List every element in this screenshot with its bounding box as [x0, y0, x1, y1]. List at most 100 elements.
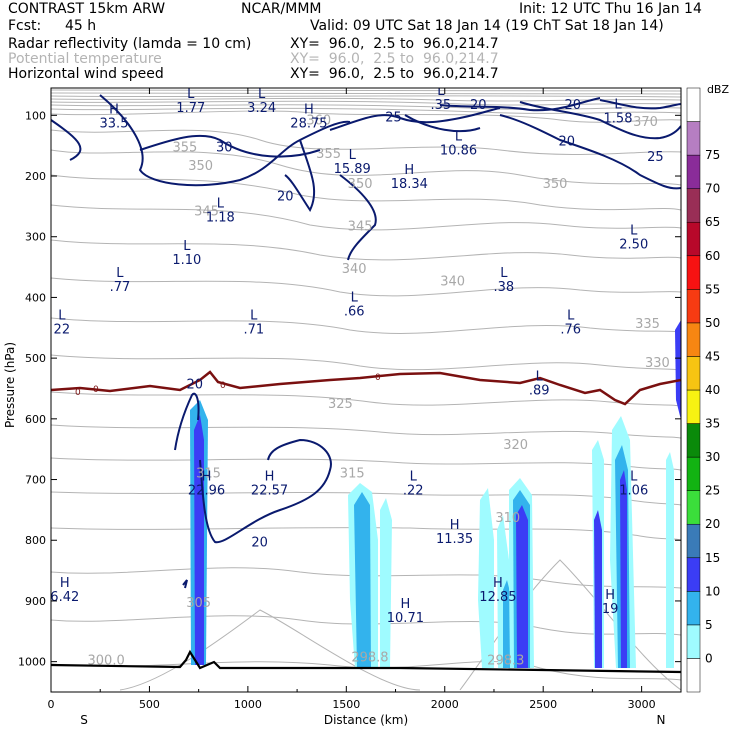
y-tick-label: 400 [25, 291, 46, 304]
x-tick-label: 2000 [431, 698, 459, 711]
extremum-marker: H [605, 588, 615, 603]
theta-contour-label: 310 [495, 511, 520, 526]
extremum-value: 6.42 [50, 590, 79, 605]
colorbar-level-label: 5 [705, 618, 713, 632]
upper-theta-lines [51, 89, 681, 691]
extremum-value: 2.50 [619, 238, 648, 253]
freezing-level-label: 0 [220, 381, 226, 391]
y-tick-label: 100 [25, 109, 46, 122]
organization-label: NCAR/MMM [241, 1, 322, 17]
x-tick-label: 3000 [628, 698, 656, 711]
x-tick-label: 500 [139, 698, 160, 711]
extremum-value: 10.86 [440, 144, 477, 159]
field-name-wind-speed: Horizontal wind speed [8, 66, 164, 82]
extremum-marker: L [614, 97, 622, 112]
extremum-value: 3.24 [247, 101, 276, 116]
extremum-value: 22.57 [251, 484, 288, 499]
field-xy-reflectivity: XY= 96.0, 2.5 to 96.0,214.7 [290, 36, 499, 52]
x-tick-label: 1500 [332, 698, 360, 711]
colorbar-level-label: 25 [705, 484, 720, 498]
y-tick-label: 800 [25, 534, 46, 547]
axis-layer: 0 500 1000 1500 2000 2500 30001002003004005006… [18, 88, 681, 711]
theta-contour-label: 355 [172, 141, 197, 156]
extremum-marker: L [183, 239, 191, 254]
extremum-marker: L [500, 266, 508, 281]
colorbar-swatch [686, 423, 701, 458]
extremum-value: 1.18 [206, 210, 235, 225]
extremum-marker: L [116, 266, 124, 281]
extremum-value: 1.58 [604, 111, 633, 126]
y-axis-title: Pressure (hPa) [3, 342, 17, 428]
plot-title: CONTRAST 15km ARW [8, 1, 166, 17]
y-tick-label: 700 [25, 474, 46, 487]
colorbar-level-label: 60 [705, 249, 720, 263]
extremum-value: 18.34 [391, 177, 428, 192]
freezing-level-line [51, 370, 681, 406]
theta-contour-label: 350 [543, 177, 568, 192]
colorbar-swatch [686, 456, 701, 491]
field-name-reflectivity: Radar reflectivity (lamda = 10 cm) [8, 36, 252, 52]
extremum-marker: L [410, 470, 418, 485]
colorbar-swatch [686, 658, 701, 693]
extremum-marker: H [60, 576, 70, 591]
extremum-marker: L [250, 309, 258, 324]
colorbar-level-label: 75 [705, 148, 720, 162]
colorbar-swatch [686, 523, 701, 559]
extremum-marker: H [493, 576, 503, 591]
extremum-marker: H [202, 470, 212, 485]
field-name-potential-temperature: Potential temperature [8, 51, 162, 67]
extremum-marker: H [109, 102, 119, 117]
colorbar-swatch [686, 591, 701, 626]
extremum-value: 19 [602, 602, 619, 617]
extremum-marker: L [437, 84, 445, 99]
colorbar-swatch [686, 87, 701, 122]
theta-contour-label: 335 [635, 317, 660, 332]
theta-contour-label: 340 [440, 274, 465, 289]
wind-contour-label: 20 [251, 535, 268, 550]
colorbar-level-label: 35 [705, 417, 720, 431]
theta-contour-label: 315 [340, 467, 365, 482]
y-tick-label: 500 [25, 352, 46, 365]
theta-contour-label: 320 [503, 438, 528, 453]
wind-contour-label: 20 [564, 98, 581, 113]
extremum-value: .35 [430, 98, 451, 113]
colorbar-swatch [686, 322, 701, 357]
colorbar-swatch [686, 490, 701, 525]
extremum-value: .38 [493, 280, 514, 295]
extremum-value: 1.77 [176, 101, 205, 116]
theta-contour-label: 350 [188, 159, 213, 174]
theta-contour-label: 315 [196, 467, 221, 482]
colorbar-level-label: 50 [705, 316, 720, 330]
freezing-level-label: 0 [93, 385, 99, 395]
freezing-level-label: 0 [375, 373, 381, 383]
extremum-value: 22.96 [188, 484, 225, 499]
colorbar-level-label: 0 [705, 651, 713, 665]
theta-contour-label: 350 [348, 177, 373, 192]
extremum-value: 11.35 [436, 532, 473, 547]
extremum-marker: L [187, 87, 195, 102]
wind-contour-label: 30 [216, 141, 233, 156]
extremum-marker: H [404, 163, 414, 178]
reflectivity-shading [190, 320, 681, 668]
field-xy-potential-temperature: XY= 96.0, 2.5 to 96.0,214.7 [290, 51, 499, 67]
extremum-value: 1.06 [619, 484, 648, 499]
extremum-value: 10.71 [387, 611, 424, 626]
colorbar-swatch [686, 221, 701, 257]
colorbar-swatch [686, 154, 701, 189]
extremum-value: 28.75 [290, 116, 327, 131]
colorbar-level-label: 40 [705, 383, 720, 397]
theta-contour-label: 340 [342, 262, 367, 277]
wind-contour-label: 20 [186, 377, 203, 392]
forecast-hours: 45 h [65, 18, 97, 34]
wind-label-layer: 30 25 20 20 20 25 20 20 20 [186, 98, 663, 550]
theta-label-layer: 370 360 355 355 350 350 350 345 345 340 340 335 330 3… [88, 113, 670, 668]
colorbar-swatch [686, 188, 701, 223]
wind-contour-label: 20 [470, 98, 487, 113]
extremum-marker: L [567, 309, 575, 324]
forecast-label: Fcst: [8, 18, 42, 34]
colorbar-level-label: 45 [705, 349, 720, 363]
theta-contour-label: 345 [194, 204, 219, 219]
wind-speed-contours [51, 94, 681, 589]
extremum-value: 1.10 [172, 253, 201, 268]
